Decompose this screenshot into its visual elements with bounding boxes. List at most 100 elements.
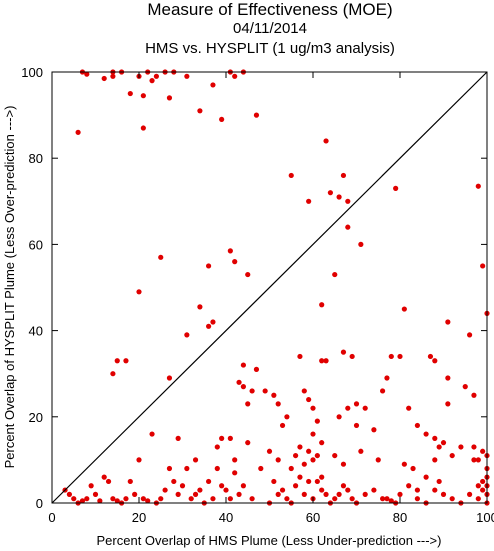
data-point [449, 496, 455, 502]
data-point [114, 498, 120, 504]
data-point [327, 190, 333, 196]
data-point [323, 491, 329, 497]
data-point [297, 444, 303, 450]
data-point [240, 362, 246, 368]
data-point [110, 73, 116, 79]
reference-diagonal-line [51, 71, 488, 504]
data-point [105, 478, 112, 485]
data-point [297, 474, 303, 480]
data-point [375, 457, 381, 463]
data-point [284, 414, 290, 420]
data-point [114, 358, 120, 364]
data-point [332, 271, 338, 278]
data-point [192, 457, 199, 463]
data-point [397, 353, 403, 360]
data-point [427, 353, 434, 360]
data-point [432, 358, 438, 364]
data-point [123, 496, 129, 502]
y-tick-label: 0 [36, 496, 43, 511]
data-point [297, 353, 303, 360]
x-tick-label: 40 [219, 510, 233, 525]
x-tick-label: 20 [132, 510, 146, 525]
data-point [240, 384, 246, 390]
data-point [275, 457, 281, 463]
data-point [227, 496, 233, 502]
data-point [179, 483, 186, 489]
data-point [140, 496, 146, 502]
data-point [197, 108, 203, 114]
data-point [293, 452, 299, 459]
data-point [332, 496, 338, 502]
data-point [197, 304, 203, 310]
chart-date: 04/11/2014 [233, 20, 307, 37]
data-point [219, 483, 225, 489]
data-point [480, 487, 486, 493]
data-point [319, 440, 325, 446]
data-point [423, 431, 429, 437]
data-point [471, 457, 477, 463]
data-point [232, 73, 238, 79]
data-point [414, 487, 420, 493]
data-point [84, 496, 90, 502]
data-point [319, 487, 325, 493]
data-point [249, 388, 255, 394]
data-point [467, 332, 473, 338]
data-point [475, 483, 481, 489]
data-point [101, 75, 107, 82]
data-point [349, 496, 355, 502]
data-point [475, 496, 481, 502]
data-point [149, 78, 155, 84]
data-point [397, 491, 403, 497]
data-point [406, 483, 412, 489]
data-point [371, 487, 377, 493]
data-point [140, 125, 146, 131]
data-point [480, 263, 486, 269]
data-point [349, 353, 355, 360]
data-point [362, 405, 368, 411]
data-point [188, 496, 194, 502]
data-point [127, 90, 133, 97]
data-point [262, 388, 268, 394]
data-point [345, 405, 351, 411]
y-tick-label: 80 [29, 151, 43, 166]
data-point [245, 440, 251, 446]
data-point [310, 405, 316, 411]
y-tick-label: 100 [21, 65, 43, 80]
x-axis-title: Percent Overlap of HMS Plume (Less Under… [97, 533, 442, 548]
data-point [480, 448, 486, 454]
data-point [371, 427, 377, 433]
data-point [288, 172, 294, 179]
data-point [140, 93, 146, 99]
data-point [97, 498, 103, 504]
data-point [110, 371, 116, 377]
data-point [440, 491, 447, 497]
data-point [245, 271, 251, 278]
data-point [184, 465, 190, 472]
data-point [436, 444, 442, 450]
data-point [445, 375, 451, 381]
data-point [340, 349, 347, 355]
data-point [206, 263, 212, 269]
data-point [214, 444, 220, 450]
data-point [467, 491, 473, 497]
data-point [353, 401, 360, 407]
x-tick-label: 80 [393, 510, 407, 525]
data-point [249, 496, 255, 502]
data-point [279, 487, 286, 493]
data-point [227, 248, 233, 254]
data-point [323, 138, 329, 144]
data-point [336, 194, 342, 200]
data-point [158, 254, 164, 260]
data-point [353, 422, 360, 429]
data-point [380, 388, 386, 394]
data-point [358, 448, 364, 454]
data-point [362, 491, 368, 497]
y-axis-title: Percent Overlap of HYSPLIT Plume (Less O… [2, 106, 17, 469]
data-point [214, 465, 220, 472]
data-point [384, 496, 390, 502]
data-point [332, 452, 338, 459]
data-point [266, 448, 273, 454]
data-point [306, 198, 312, 204]
data-point [445, 401, 451, 407]
data-point [166, 95, 173, 101]
